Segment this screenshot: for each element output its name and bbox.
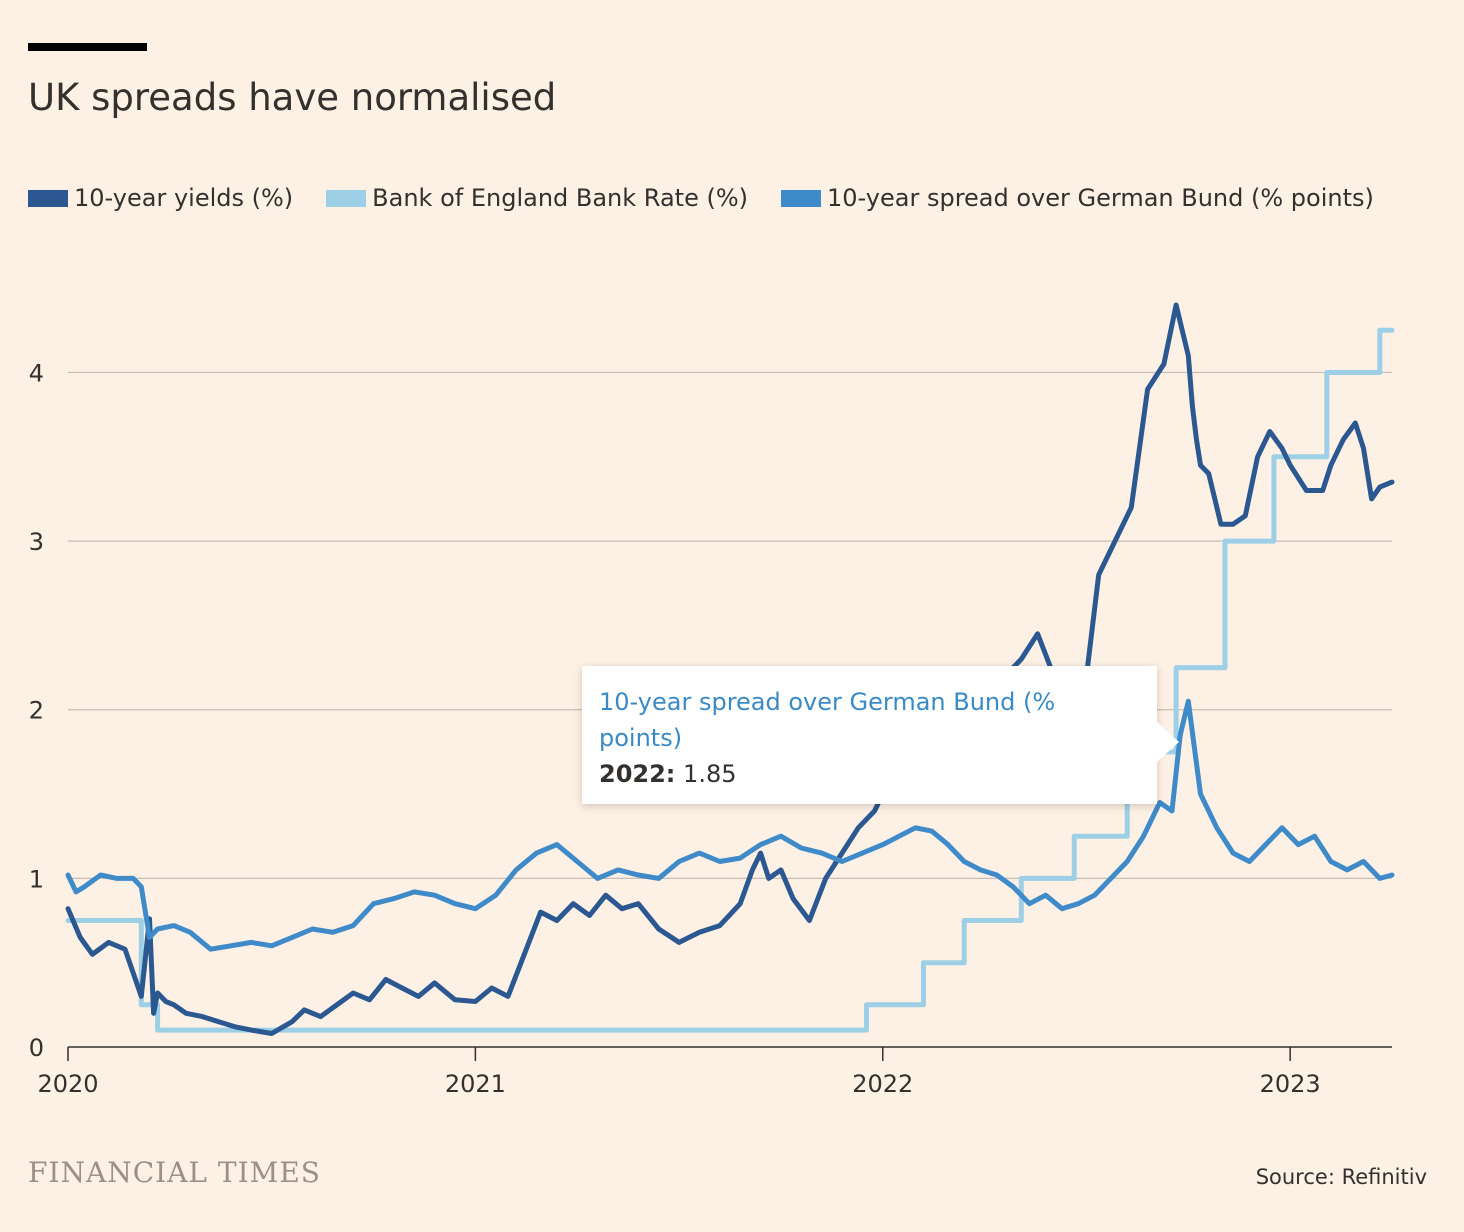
y-tick-label: 4	[29, 359, 44, 387]
legend-swatch-yields	[28, 189, 68, 207]
legend-label-yields: 10-year yields (%)	[74, 184, 294, 212]
legend-item-yields[interactable]: 10-year yields (%)	[28, 184, 293, 212]
series-lines	[65, 302, 1395, 1036]
tooltip: 10-year spread over German Bund (% point…	[582, 666, 1179, 804]
x-tick-label: 2023	[1260, 1070, 1321, 1098]
title-accent-bar	[28, 43, 147, 51]
y-tick-label: 2	[29, 697, 44, 725]
legend-swatch-bank-rate	[326, 189, 367, 207]
tooltip-series-name: 10-year spread over German Bund (% point…	[599, 688, 1056, 752]
legend-item-spread[interactable]: 10-year spread over German Bund (% point…	[781, 184, 1374, 212]
legend-swatch-spread	[781, 189, 821, 207]
series-line-2[interactable]	[65, 698, 1395, 952]
legend-label-bank-rate: Bank of England Bank Rate (%)	[372, 184, 748, 212]
series-line-1[interactable]	[65, 327, 1395, 1033]
y-tick-label: 0	[29, 1034, 44, 1062]
series-line-0[interactable]	[65, 302, 1395, 1036]
x-tick-label: 2022	[852, 1070, 913, 1098]
legend-item-bank-rate[interactable]: Bank of England Bank Rate (%)	[326, 184, 748, 212]
tooltip-value: 1.85	[683, 760, 737, 788]
tooltip-label: 2022:	[599, 760, 676, 788]
y-tick-label: 1	[29, 865, 44, 893]
tooltip-value-row: 2022: 1.85	[599, 756, 1141, 792]
x-axis: 2020 2021 2022 2023	[37, 1047, 1321, 1098]
legend: 10-year yields (%) Bank of England Bank …	[28, 184, 1407, 212]
x-tick-label: 2020	[37, 1070, 98, 1098]
gridlines	[68, 371, 1392, 1048]
y-axis-ticks: 0 1 2 3 4	[29, 359, 44, 1062]
ft-logo: FINANCIAL TIMES	[28, 1156, 321, 1189]
chart-title: UK spreads have normalised	[28, 76, 557, 119]
legend-label-spread: 10-year spread over German Bund (% point…	[827, 184, 1374, 212]
y-tick-label: 3	[29, 528, 44, 556]
x-tick-label: 2021	[445, 1070, 506, 1098]
source-note: Source: Refinitiv	[1255, 1165, 1427, 1189]
